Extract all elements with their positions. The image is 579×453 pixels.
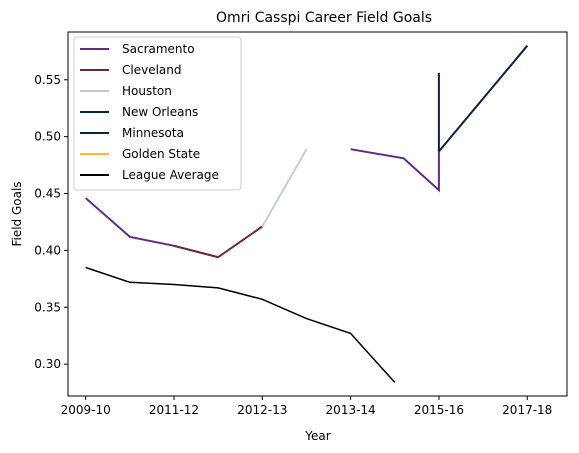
legend: Sacramento Cleveland Houston New Orleans Min… [73,36,242,191]
series-line-minnesota-5 [438,45,529,153]
legend-label-golden-state: Golden State [122,147,200,161]
x-tick-label: 2013-14 [326,403,376,417]
legend-label-league-average: League Average [122,168,219,182]
x-tick-label: 2015-16 [414,403,464,417]
legend-label-sacramento: Sacramento [122,42,195,56]
y-axis-label: Field Goals [10,181,24,246]
x-tick-label: 2009-10 [61,403,111,417]
x-tick-label: 2017-18 [502,403,552,417]
y-tick-label: 0.40 [34,243,61,257]
x-axis-ticks: 2009-10 2011-12 2012-13 2013-14 2015-16 2017-… [61,396,552,417]
chart-title: Omri Casspi Career Field Goals [216,10,432,26]
y-tick-label: 0.45 [34,187,61,201]
y-axis-ticks: 0.30 0.35 0.40 0.45 0.50 0.55 [34,73,68,371]
legend-box [73,36,242,191]
series-line-houston-3 [261,148,308,227]
plot-frame [67,31,568,397]
y-tick-label: 0.30 [34,357,61,371]
series-line-cleveland-2 [173,225,263,259]
y-tick-label: 0.50 [34,130,61,144]
series-line-league-average-7 [85,266,396,383]
y-tick-label: 0.55 [34,73,61,87]
series-line-sacramento-0 [85,197,219,259]
x-tick-label: 2012-13 [237,403,287,417]
legend-label-houston: Houston [122,84,172,98]
x-tick-label: 2011-12 [149,403,199,417]
plot-lines [85,45,529,383]
legend-label-cleveland: Cleveland [122,63,182,77]
legend-label-minnesota: Minnesota [122,126,184,140]
series-line-sacramento-1 [350,148,440,193]
y-tick-label: 0.35 [34,300,61,314]
x-axis-label: Year [304,429,330,443]
legend-label-new-orleans: New Orleans [122,105,198,119]
